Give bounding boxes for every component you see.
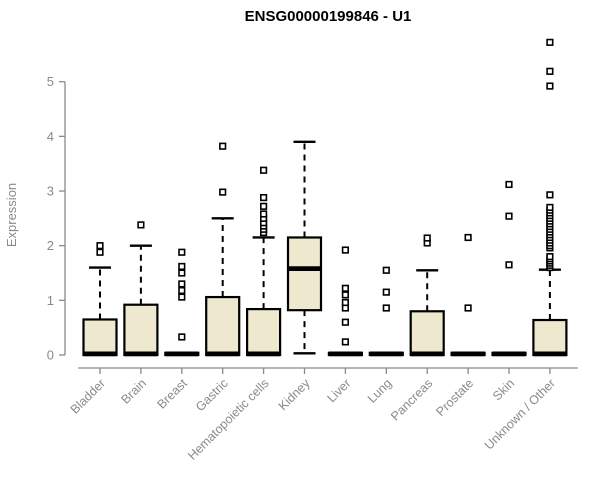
y-axis-label: Expression — [4, 183, 19, 247]
outlier-point — [259, 193, 268, 202]
y-tick-label: 2 — [47, 238, 54, 253]
outlier-point — [505, 261, 513, 269]
outlier-point — [178, 269, 186, 277]
x-category-label: Prostate — [433, 376, 476, 419]
outlier-point — [341, 291, 350, 299]
outlier-point — [546, 67, 554, 75]
outlier-point — [341, 284, 350, 292]
iqr-box — [532, 318, 568, 357]
iqr-box — [286, 236, 323, 312]
outlier-point — [219, 188, 227, 196]
outlier-point — [505, 212, 513, 220]
outlier-point — [546, 203, 554, 212]
x-category-label: Brain — [118, 376, 149, 407]
iqr-box — [123, 303, 159, 357]
outlier-point — [341, 298, 350, 307]
iqr-box — [205, 295, 241, 357]
x-category-label: Liver — [324, 376, 353, 405]
iqr-box — [82, 318, 118, 357]
x-category-label: Kidney — [276, 376, 313, 413]
outlier-point — [259, 166, 268, 174]
outlier-point — [341, 338, 350, 346]
outlier-point — [259, 202, 268, 210]
outlier-point — [546, 253, 554, 261]
y-tick-label: 0 — [47, 348, 54, 363]
y-tick-label: 5 — [47, 74, 54, 89]
outlier-point — [423, 234, 431, 242]
outlier-point — [546, 82, 554, 90]
outlier-point — [178, 286, 186, 295]
outlier-point — [178, 333, 186, 341]
y-tick-label: 3 — [47, 184, 54, 199]
x-category-label: Gastric — [193, 376, 231, 414]
outlier-point — [219, 142, 227, 150]
x-category-label: Skin — [490, 376, 517, 403]
x-category-label: Lung — [365, 376, 395, 406]
outlier-point — [382, 288, 390, 296]
outlier-point — [259, 210, 268, 218]
x-category-label: Breast — [154, 376, 190, 412]
outlier-point — [464, 233, 472, 242]
plot-area: 0 1 2 3 4 5 Bladder Brain Breast GastricHematopoi… — [47, 38, 578, 463]
x-category-label: Pancreas — [388, 376, 435, 423]
iqr-box — [246, 307, 282, 357]
chart-title: ENSG00000199846 - U1 — [245, 8, 412, 25]
outlier-point — [546, 191, 554, 199]
outlier-point — [341, 318, 350, 326]
outlier-point — [178, 248, 186, 256]
outlier-point — [464, 304, 472, 312]
outlier-point — [178, 262, 186, 271]
outlier-point — [96, 242, 104, 250]
outlier-point — [178, 293, 186, 301]
outlier-point — [546, 38, 554, 46]
outlier-point — [382, 266, 390, 274]
x-category-label: Hematopoietic cells — [185, 376, 272, 463]
outlier-point — [341, 246, 350, 254]
iqr-box — [409, 310, 445, 357]
outlier-point — [505, 180, 513, 189]
outlier-point — [96, 248, 104, 256]
outlier-point — [382, 304, 390, 312]
y-tick-label: 1 — [47, 293, 54, 308]
x-category-label: Bladder — [68, 376, 108, 416]
x-category-label: Unknown / Other — [482, 376, 558, 452]
outlier-point — [178, 280, 186, 288]
outlier-point — [137, 221, 145, 229]
y-tick-label: 4 — [47, 129, 54, 144]
